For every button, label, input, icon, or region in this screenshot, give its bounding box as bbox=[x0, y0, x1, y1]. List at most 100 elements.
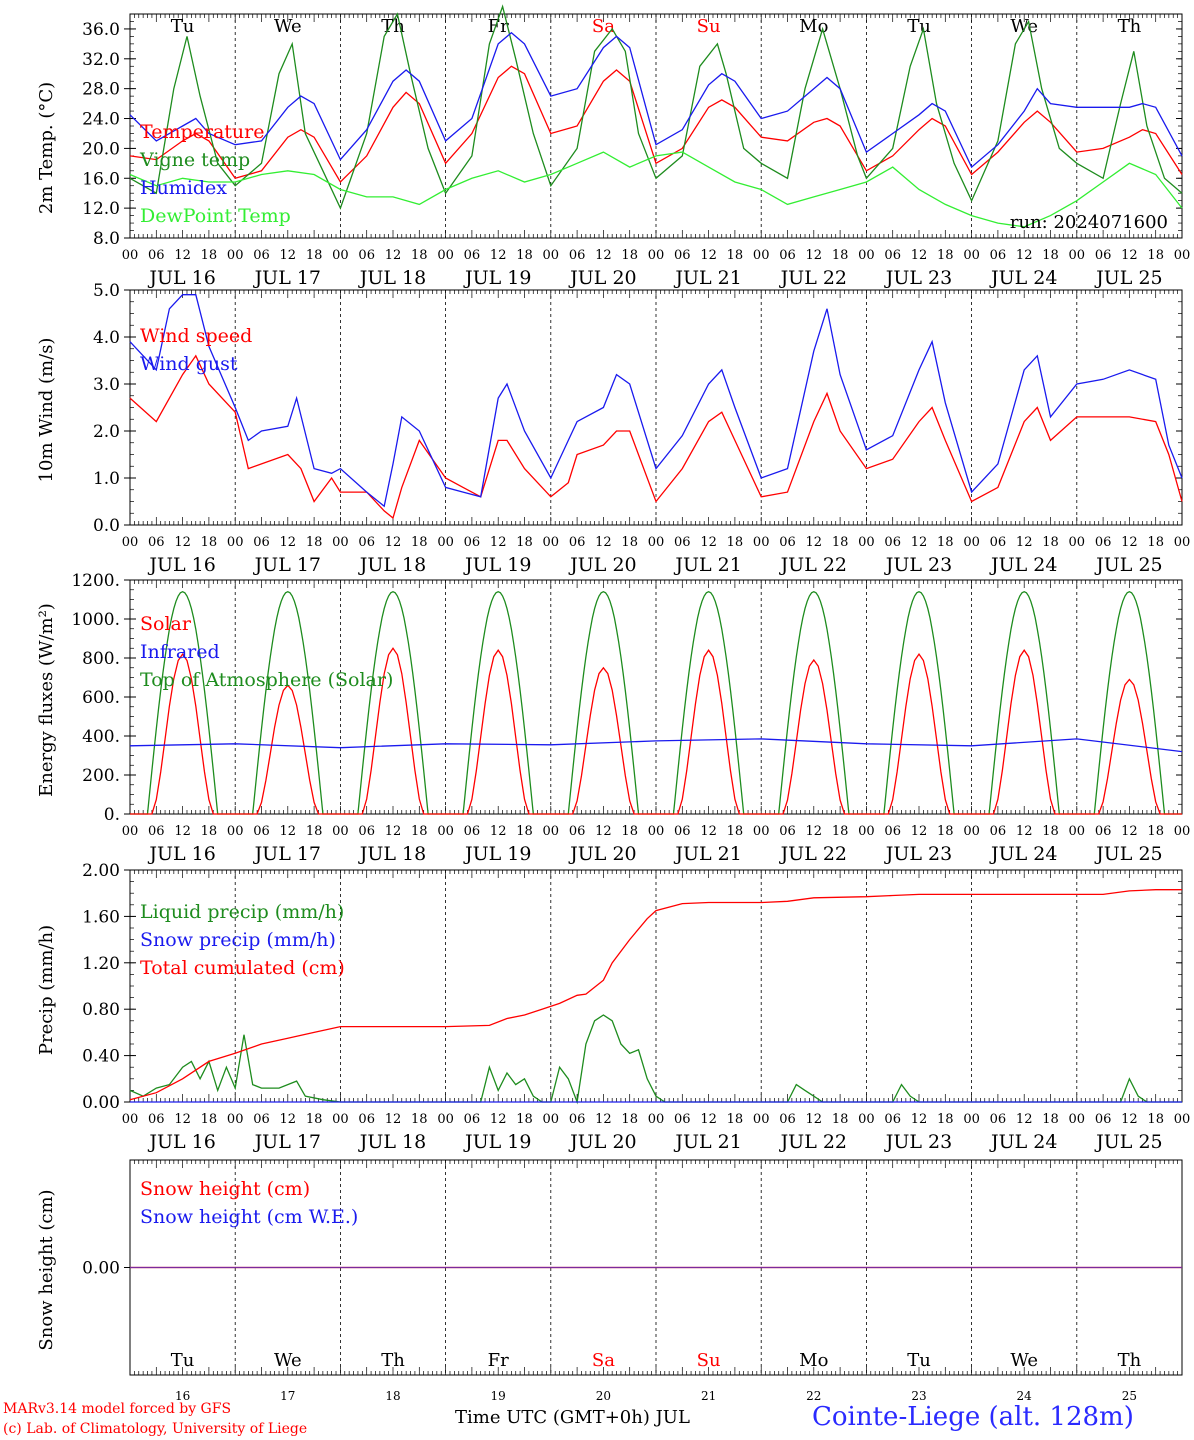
hour-label: 00 bbox=[332, 1112, 349, 1127]
date-label: JUL 16 bbox=[147, 843, 215, 865]
hour-label: 06 bbox=[990, 248, 1007, 263]
hour-label: 12 bbox=[1121, 824, 1138, 839]
hour-label: 18 bbox=[306, 248, 323, 263]
date-label: JUL 19 bbox=[463, 843, 531, 865]
hour-label: 12 bbox=[806, 535, 823, 550]
legend-entry: Total cumulated (cm) bbox=[140, 957, 345, 979]
y-tick-label: 0.0 bbox=[93, 516, 120, 536]
hour-label: 12 bbox=[1121, 248, 1138, 263]
hour-label: 00 bbox=[332, 824, 349, 839]
hour-label: 12 bbox=[595, 535, 612, 550]
hour-label: 18 bbox=[937, 1112, 954, 1127]
legend-entry: Vigne temp bbox=[139, 149, 250, 171]
hour-label: 06 bbox=[253, 824, 270, 839]
hour-label: 00 bbox=[227, 824, 244, 839]
hour-label: 12 bbox=[595, 1112, 612, 1127]
hour-label: 06 bbox=[990, 824, 1007, 839]
hour-label: 12 bbox=[700, 248, 717, 263]
hour-label: 06 bbox=[779, 1112, 796, 1127]
hour-label: 18 bbox=[516, 824, 533, 839]
hour-label: 06 bbox=[884, 1112, 901, 1127]
hour-label: 18 bbox=[727, 248, 744, 263]
y-tick-label: 36.0 bbox=[82, 20, 120, 40]
weekday-label: Su bbox=[697, 1350, 721, 1371]
hour-label: 18 bbox=[832, 248, 849, 263]
y-tick-label: 2.00 bbox=[82, 861, 120, 881]
hour-label: 00 bbox=[437, 1112, 454, 1127]
y-tick-label: 0.80 bbox=[82, 1000, 120, 1020]
hour-label: 00 bbox=[963, 1112, 980, 1127]
hour-label: 06 bbox=[990, 1112, 1007, 1127]
legend-entry: Temperature bbox=[140, 121, 264, 143]
date-label: JUL 18 bbox=[358, 267, 426, 289]
date-label: JUL 24 bbox=[989, 267, 1057, 289]
hour-label: 06 bbox=[253, 1112, 270, 1127]
hour-label: 12 bbox=[1121, 1112, 1138, 1127]
hour-label: 12 bbox=[1016, 1112, 1033, 1127]
hour-label: 00 bbox=[437, 535, 454, 550]
hour-label: 06 bbox=[148, 535, 165, 550]
date-label: JUL 21 bbox=[673, 843, 741, 865]
day-number: 16 bbox=[175, 1389, 190, 1403]
hour-label: 12 bbox=[700, 1112, 717, 1127]
weekday-label: Tu bbox=[171, 16, 195, 37]
series-line bbox=[129, 738, 1183, 753]
y-tick-label: 0.00 bbox=[82, 1093, 120, 1113]
series-line bbox=[130, 647, 1182, 815]
hour-label: 06 bbox=[148, 248, 165, 263]
day-number: 21 bbox=[701, 1389, 716, 1403]
date-label: JUL 22 bbox=[779, 267, 847, 289]
hour-label: 00 bbox=[543, 535, 560, 550]
hour-label: 12 bbox=[1016, 824, 1033, 839]
hour-label: 06 bbox=[779, 535, 796, 550]
hour-label: 06 bbox=[569, 824, 586, 839]
date-label: JUL 19 bbox=[463, 1131, 531, 1153]
series-line bbox=[129, 1014, 1182, 1105]
date-label: JUL 24 bbox=[989, 1131, 1057, 1153]
hour-label: 12 bbox=[911, 1112, 928, 1127]
hour-label: 18 bbox=[1147, 824, 1164, 839]
y-axis-label: Energy fluxes (W/m²) bbox=[36, 603, 57, 797]
y-axis-label: 10m Wind (m/s) bbox=[36, 338, 57, 483]
hour-label: 12 bbox=[385, 824, 402, 839]
hour-label: 12 bbox=[911, 824, 928, 839]
hour-label: 12 bbox=[174, 824, 191, 839]
day-number: 22 bbox=[806, 1389, 821, 1403]
hour-label: 18 bbox=[516, 1112, 533, 1127]
hour-label: 12 bbox=[174, 535, 191, 550]
hour-label: 06 bbox=[569, 248, 586, 263]
legend-entry: Snow height (cm) bbox=[140, 1178, 310, 1200]
weekday-label: Sa bbox=[592, 1350, 615, 1371]
date-label: JUL 18 bbox=[358, 1131, 426, 1153]
hour-label: 12 bbox=[280, 1112, 297, 1127]
y-tick-label: 28.0 bbox=[82, 80, 120, 100]
y-axis-label: Precip (mm/h) bbox=[36, 925, 57, 1055]
run-annotation: run: 2024071600 bbox=[1010, 212, 1168, 233]
date-label: JUL 23 bbox=[884, 554, 952, 576]
date-label: JUL 25 bbox=[1094, 554, 1162, 576]
weekday-label: Sa bbox=[592, 16, 615, 37]
weekday-label: Fr bbox=[488, 1350, 509, 1371]
lab-credit: (c) Lab. of Climatology, University of L… bbox=[3, 1421, 308, 1437]
hour-label: 12 bbox=[595, 824, 612, 839]
hour-label: 18 bbox=[411, 535, 428, 550]
series-line bbox=[129, 294, 1183, 508]
date-label: JUL 25 bbox=[1094, 267, 1162, 289]
hour-label: 12 bbox=[280, 824, 297, 839]
date-label: JUL 18 bbox=[358, 843, 426, 865]
hour-label: 00 bbox=[753, 535, 770, 550]
y-tick-label: 400. bbox=[82, 727, 120, 747]
hour-label: 12 bbox=[280, 248, 297, 263]
date-label: JUL 22 bbox=[779, 554, 847, 576]
hour-label: 18 bbox=[937, 535, 954, 550]
legend-entry: DewPoint Temp bbox=[140, 205, 291, 227]
hour-label: 12 bbox=[911, 248, 928, 263]
series-line bbox=[129, 354, 1183, 520]
date-label: JUL 17 bbox=[253, 554, 321, 576]
date-label: JUL 19 bbox=[463, 554, 531, 576]
hour-label: 00 bbox=[1174, 824, 1191, 839]
hour-label: 12 bbox=[385, 1112, 402, 1127]
weekday-label: Tu bbox=[171, 1350, 195, 1371]
hour-label: 00 bbox=[858, 1112, 875, 1127]
